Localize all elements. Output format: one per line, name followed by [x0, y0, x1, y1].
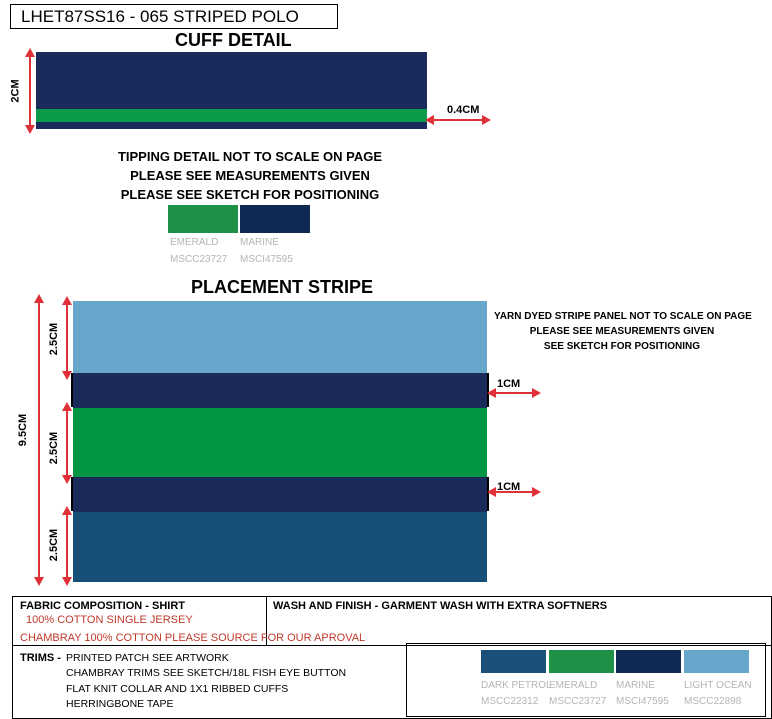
stripe-light-ocean — [73, 301, 487, 373]
band1-left-edge — [71, 373, 73, 407]
band2-width-arrow — [487, 487, 541, 497]
cuff-heading: CUFF DETAIL — [175, 30, 292, 50]
band1-width-arrow — [487, 388, 541, 398]
palette-light-ocean-code: MSCC22898 — [684, 696, 742, 707]
fabric-title: FABRIC COMPOSITION - SHIRT — [20, 600, 185, 612]
trims-line3: FLAT KNIT COLLAR AND 1X1 RIBBED CUFFS — [66, 683, 289, 695]
tipping-swatch-emerald-code: MSCC23727 — [170, 254, 228, 265]
tipping-swatch-marine-name: MARINE — [240, 237, 279, 248]
fabric-line2: CHAMBRAY 100% COTTON PLEASE SOURCE FOR O… — [20, 632, 366, 644]
cuff-swatch — [36, 52, 427, 129]
palette-light-ocean-name: LIGHT OCEAN — [684, 680, 752, 691]
stripe-emerald — [73, 408, 487, 477]
trims-line1: PRINTED PATCH SEE ARTWORK — [66, 652, 229, 664]
tipping-swatch-marine-code: MSCI47595 — [240, 254, 293, 265]
placement-top-arrow — [62, 296, 72, 380]
trims-label: TRIMS - — [20, 652, 61, 664]
palette-emerald-name: EMERALD — [549, 680, 598, 691]
band1-width-label: 1CM — [497, 378, 521, 390]
stripe-marine-2 — [73, 477, 487, 512]
cuff-tip-label: 0.4CM — [447, 104, 480, 116]
band2-left-edge — [71, 477, 73, 511]
tipping-swatch-marine — [240, 205, 310, 233]
placement-total-label: 9.5CM — [17, 413, 30, 447]
placement-note-line3: SEE SKETCH FOR POSITIONING — [543, 341, 701, 352]
cuff-tip-arrow — [425, 115, 491, 125]
spec-divider-horizontal — [12, 645, 772, 646]
palette-swatch-emerald — [549, 650, 614, 673]
trims-line2: CHAMBRAY TRIMS SEE SKETCH/18L FISH EYE B… — [66, 667, 347, 679]
tipping-note-line1: TIPPING DETAIL NOT TO SCALE ON PAGE — [117, 149, 383, 164]
tipping-note-line3: PLEASE SEE SKETCH FOR POSITIONING — [120, 187, 380, 202]
palette-emerald-code: MSCC23727 — [549, 696, 607, 707]
placement-heading: PLACEMENT STRIPE — [191, 277, 374, 297]
placement-top-label: 2.5CM — [48, 322, 61, 356]
placement-mid-arrow — [62, 402, 72, 484]
palette-marine-name: MARINE — [616, 680, 655, 691]
placement-bot-label: 2.5CM — [48, 528, 61, 562]
tipping-note-line2: PLEASE SEE MEASUREMENTS GIVEN — [130, 168, 370, 183]
placement-note-line1: YARN DYED STRIPE PANEL NOT TO SCALE ON P… — [494, 311, 752, 322]
tipping-note: TIPPING DETAIL NOT TO SCALE ON PAGE PLEA… — [100, 147, 400, 204]
placement-bot-arrow — [62, 506, 72, 586]
palette-box — [406, 643, 766, 717]
trims-line4: HERRINGBONE TAPE — [66, 698, 174, 710]
style-title: LHET87SS16 - 065 STRIPED POLO — [10, 4, 338, 29]
wash-title: WASH AND FINISH - GARMENT WASH WITH EXTR… — [273, 600, 608, 612]
band1-right-edge — [487, 373, 489, 407]
placement-note-line2: PLEASE SEE MEASUREMENTS GIVEN — [529, 326, 715, 337]
stripe-marine-1 — [73, 373, 487, 408]
stripe-dark-petrol — [73, 512, 487, 582]
placement-stripe-panel — [73, 301, 487, 582]
placement-note: YARN DYED STRIPE PANEL NOT TO SCALE ON P… — [494, 309, 752, 354]
cuff-height-label: 2CM — [9, 79, 22, 103]
palette-swatch-marine — [616, 650, 681, 673]
cuff-tip-stripe — [36, 109, 427, 122]
palette-dark-petrol-code: MSCC22312 — [481, 696, 539, 707]
band2-right-edge — [487, 477, 489, 511]
tipping-swatch-emerald-name: EMERALD — [170, 237, 219, 248]
placement-total-arrow — [34, 294, 44, 586]
palette-swatch-dark-petrol — [481, 650, 546, 673]
tipping-swatch-emerald — [168, 205, 238, 233]
cuff-height-arrow — [25, 48, 35, 134]
band2-width-label: 1CM — [497, 481, 521, 493]
fabric-line1: 100% COTTON SINGLE JERSEY — [26, 614, 193, 626]
placement-mid-label: 2.5CM — [48, 431, 61, 465]
palette-dark-petrol-name: DARK PETROL — [481, 680, 552, 691]
palette-swatch-light-ocean — [684, 650, 749, 673]
spec-divider-vertical — [266, 596, 267, 645]
palette-marine-code: MSCI47595 — [616, 696, 669, 707]
